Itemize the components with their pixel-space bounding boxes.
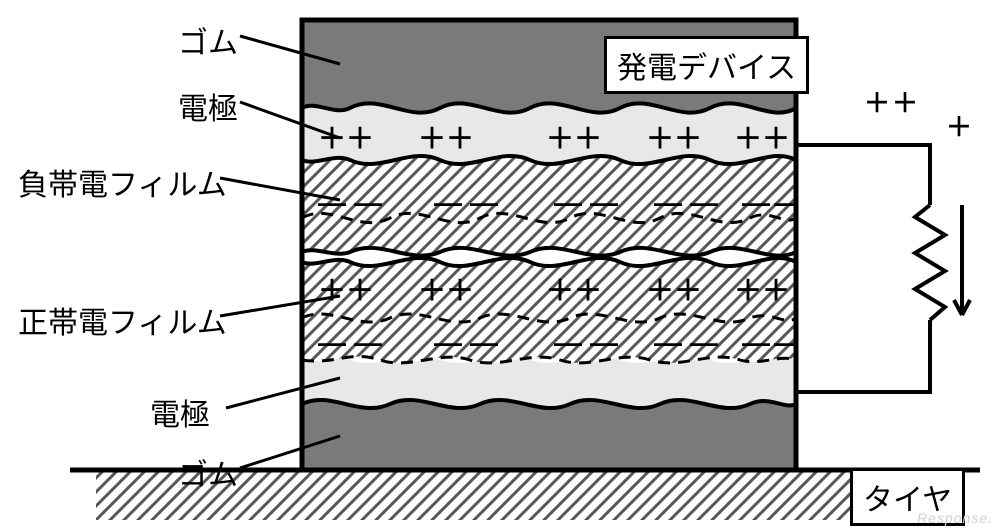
svg-text:＋: ＋ [446,123,474,154]
label-electrode-bottom: 電極 [150,390,210,434]
svg-text:―: ― [434,327,462,358]
svg-text:＋: ＋ [892,88,918,118]
svg-text:―: ― [318,187,346,218]
svg-text:＋: ＋ [318,275,346,306]
svg-text:―: ― [470,187,498,218]
svg-text:＋: ＋ [318,123,346,154]
svg-text:＋: ＋ [762,275,790,306]
svg-text:＋: ＋ [864,88,890,118]
svg-text:―: ― [690,327,718,358]
svg-text:―: ― [354,327,382,358]
label-rubber-bottom: ゴム [178,450,238,494]
svg-text:―: ― [554,327,582,358]
svg-text:―: ― [690,187,718,218]
svg-text:―: ― [318,327,346,358]
svg-text:＋: ＋ [346,275,374,306]
svg-text:―: ― [654,187,682,218]
svg-text:―: ― [654,327,682,358]
label-pos-film: 正帯電フィルム [18,298,227,342]
svg-text:―: ― [590,327,618,358]
label-electrode-top: 電極 [178,84,238,128]
svg-text:＋: ＋ [546,123,574,154]
svg-text:―: ― [742,327,770,358]
svg-text:―: ― [742,187,770,218]
svg-text:＋: ＋ [646,123,674,154]
svg-text:＋: ＋ [418,123,446,154]
svg-text:＋: ＋ [946,112,972,142]
svg-text:―: ― [590,187,618,218]
svg-text:＋: ＋ [674,275,702,306]
svg-text:＋: ＋ [574,123,602,154]
svg-text:＋: ＋ [734,275,762,306]
svg-text:＋: ＋ [734,123,762,154]
label-neg-film: 負帯電フィルム [18,160,227,204]
box-device: 発電デバイス [604,36,809,94]
svg-text:＋: ＋ [418,275,446,306]
watermark: Response. [917,510,993,526]
svg-text:＋: ＋ [446,275,474,306]
svg-text:＋: ＋ [646,275,674,306]
svg-text:＋: ＋ [762,123,790,154]
svg-text:＋: ＋ [574,275,602,306]
label-rubber-top: ゴム [178,18,238,62]
svg-text:―: ― [554,187,582,218]
svg-text:―: ― [470,327,498,358]
svg-text:＋: ＋ [546,275,574,306]
svg-text:―: ― [434,187,462,218]
svg-text:―: ― [354,187,382,218]
svg-text:＋: ＋ [346,123,374,154]
svg-text:＋: ＋ [674,123,702,154]
